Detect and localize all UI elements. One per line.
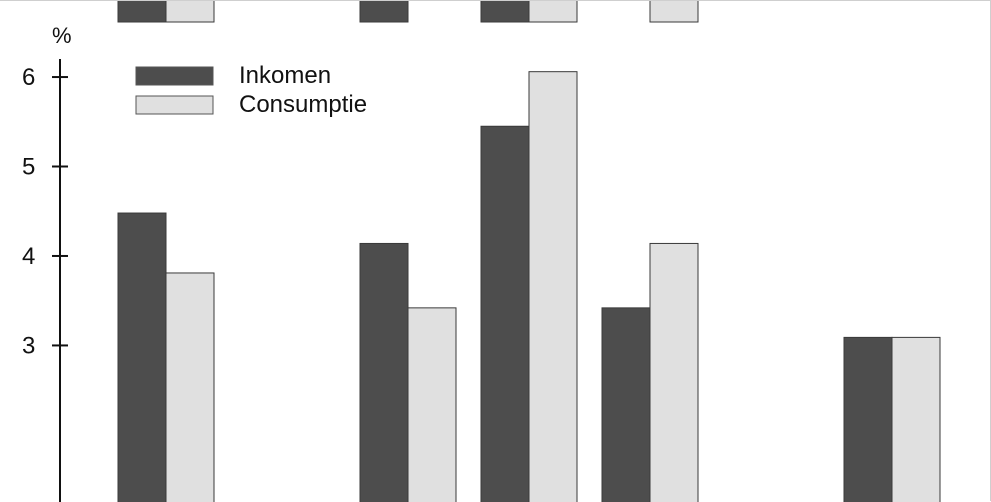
y-tick-label-6: 6 [22, 64, 35, 91]
bars-group [117, 71, 941, 502]
clipped-bar-consumptie-3 [528, 1, 578, 23]
clipped-top-bars [117, 1, 699, 23]
legend-label-consumptie: Consumptie [239, 91, 367, 118]
bar-consumptie-6 [891, 336, 941, 502]
bar-inkomen-6 [843, 336, 893, 502]
bar-consumptie-0 [165, 272, 215, 502]
clipped-bar-inkomen-2 [359, 1, 409, 23]
clipped-bar-inkomen-3 [480, 1, 530, 23]
bar-inkomen-3 [480, 125, 530, 502]
bar-consumptie-2 [407, 307, 457, 502]
clipped-bar-consumptie-0 [165, 1, 215, 23]
y-tick-label-4: 4 [22, 243, 35, 270]
bar-inkomen-0 [117, 212, 167, 502]
y-tick-label-5: 5 [22, 154, 35, 181]
bar-inkomen-4 [601, 307, 651, 502]
legend-label-inkomen: Inkomen [239, 62, 331, 89]
clipped-bar-consumptie-4 [649, 1, 699, 23]
y-axis-ticks: 3 4 5 6 [22, 64, 68, 359]
bar-inkomen-2 [359, 242, 409, 502]
y-axis-unit: % [52, 23, 72, 48]
y-tick-label-3: 3 [22, 332, 35, 359]
bar-consumptie-4 [649, 242, 699, 502]
bar-consumptie-3 [528, 71, 578, 502]
legend-swatch-inkomen [135, 66, 214, 86]
legend-swatch-consumptie [135, 95, 214, 115]
clipped-bar-inkomen-0 [117, 1, 167, 23]
